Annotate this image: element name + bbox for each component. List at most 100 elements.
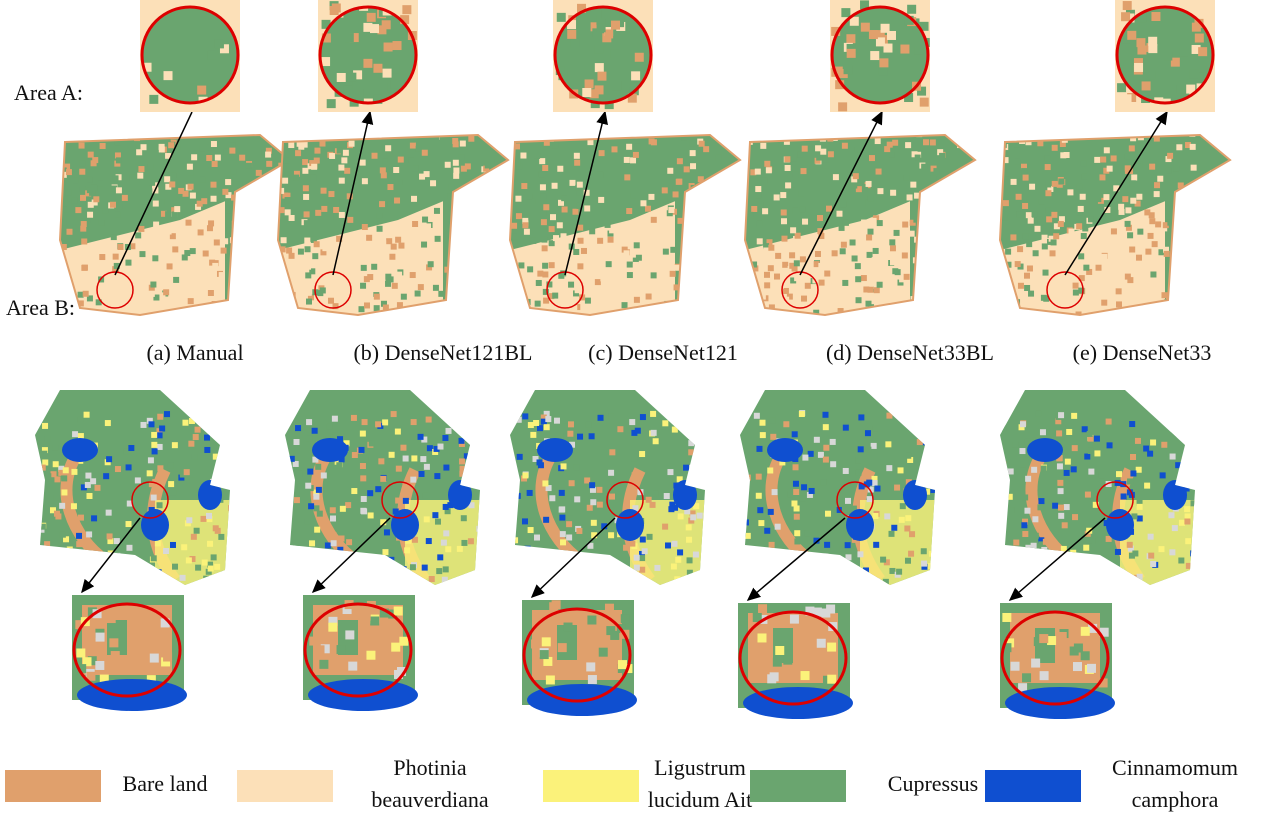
- map-pixel: [909, 301, 915, 307]
- map-pixel: [1148, 534, 1154, 540]
- map-pixel: [1193, 248, 1199, 254]
- map-pixel: [1167, 153, 1173, 159]
- map-pixel: [90, 132, 96, 138]
- map-pixel: [815, 145, 821, 151]
- map-pixel: [1004, 171, 1010, 177]
- map-pixel: [918, 430, 924, 436]
- map-pixel: [424, 516, 430, 522]
- map-pixel: [1104, 147, 1110, 153]
- map-pixel: [1019, 448, 1025, 454]
- map-pixel: [794, 260, 800, 266]
- map-pixel: [1103, 194, 1109, 200]
- map-pixel: [61, 565, 67, 571]
- map-pixel: [760, 432, 766, 438]
- map-pixel: [1179, 520, 1185, 526]
- map-pixel: [1188, 260, 1194, 266]
- map-pixel: [273, 186, 279, 192]
- map-pixel: [1186, 563, 1192, 569]
- blue-patch: [616, 509, 644, 541]
- map-pixel: [690, 514, 696, 520]
- map-pixel: [235, 258, 241, 264]
- map-pixel: [83, 462, 89, 468]
- map-pixel: [1160, 472, 1166, 478]
- map-pixel: [601, 229, 607, 235]
- map-pixel: [88, 152, 94, 158]
- map-pixel: [873, 542, 879, 548]
- map-pixel: [446, 428, 452, 434]
- map-pixel: [351, 415, 357, 421]
- map-pixel: [1014, 577, 1020, 583]
- map-pixel: [362, 178, 368, 184]
- map-pixel: [382, 159, 388, 165]
- map-pixel: [934, 296, 940, 302]
- legend-swatch: [543, 770, 639, 802]
- map-pixel: [337, 645, 346, 654]
- map-pixel: [1184, 519, 1190, 525]
- map-pixel: [78, 134, 84, 140]
- map-pixel: [857, 551, 863, 557]
- map-pixel: [1149, 164, 1155, 170]
- map-pixel: [599, 150, 605, 156]
- map-pixel: [393, 41, 402, 50]
- map-pixel: [1045, 181, 1051, 187]
- map-pixel: [766, 167, 772, 173]
- map-pixel: [411, 419, 417, 425]
- map-pixel: [782, 262, 788, 268]
- map-pixel: [136, 149, 142, 155]
- map-pixel: [302, 579, 308, 585]
- map-pixel: [437, 311, 443, 317]
- map-pixel: [361, 496, 367, 502]
- map-pixel: [75, 207, 81, 213]
- map-pixel: [670, 271, 676, 277]
- map-pixel: [964, 308, 970, 314]
- map-pixel: [677, 158, 683, 164]
- map-pixel: [1046, 216, 1052, 222]
- map-pixel: [137, 173, 143, 179]
- map-pixel: [313, 494, 319, 500]
- map-pixel: [363, 59, 372, 68]
- map-pixel: [769, 134, 775, 140]
- map-pixel: [90, 478, 96, 484]
- map-pixel: [410, 477, 416, 483]
- map-pixel: [91, 515, 97, 521]
- map-pixel: [628, 311, 634, 317]
- map-pixel: [753, 300, 759, 306]
- map-pixel: [512, 537, 518, 543]
- map-pixel: [1125, 221, 1131, 227]
- map-pixel: [762, 208, 768, 214]
- map-pixel: [1016, 194, 1022, 200]
- map-pixel: [111, 651, 120, 660]
- map-pixel: [687, 243, 693, 249]
- map-pixel: [697, 477, 703, 483]
- map-pixel: [518, 262, 524, 268]
- map-pixel: [355, 265, 361, 271]
- map-pixel: [758, 548, 764, 554]
- map-pixel: [1070, 550, 1076, 556]
- map-pixel: [554, 418, 560, 424]
- map-pixel: [922, 415, 928, 421]
- map-pixel: [627, 279, 633, 285]
- map-pixel: [1022, 203, 1028, 209]
- map-pixel: [611, 21, 620, 30]
- map-pixel: [675, 557, 681, 563]
- map-pixel: [673, 191, 679, 197]
- map-pixel: [515, 196, 521, 202]
- map-pixel: [83, 291, 89, 297]
- map-pixel: [889, 568, 895, 574]
- map-pixel: [289, 253, 295, 259]
- map-pixel: [831, 563, 837, 569]
- map-pixel: [157, 502, 163, 508]
- map-pixel: [487, 308, 493, 314]
- map-pixel: [432, 512, 438, 518]
- map-pixel: [770, 672, 779, 681]
- map-pixel: [1012, 442, 1018, 448]
- map-pixel: [511, 223, 517, 229]
- map-pixel: [925, 314, 931, 320]
- map-pixel: [824, 271, 830, 277]
- map-pixel: [165, 304, 171, 310]
- map-pixel: [45, 473, 51, 479]
- map-pixel: [624, 250, 630, 256]
- map-pixel: [589, 579, 595, 585]
- map-pixel: [792, 431, 798, 437]
- map-pixel: [1063, 558, 1069, 564]
